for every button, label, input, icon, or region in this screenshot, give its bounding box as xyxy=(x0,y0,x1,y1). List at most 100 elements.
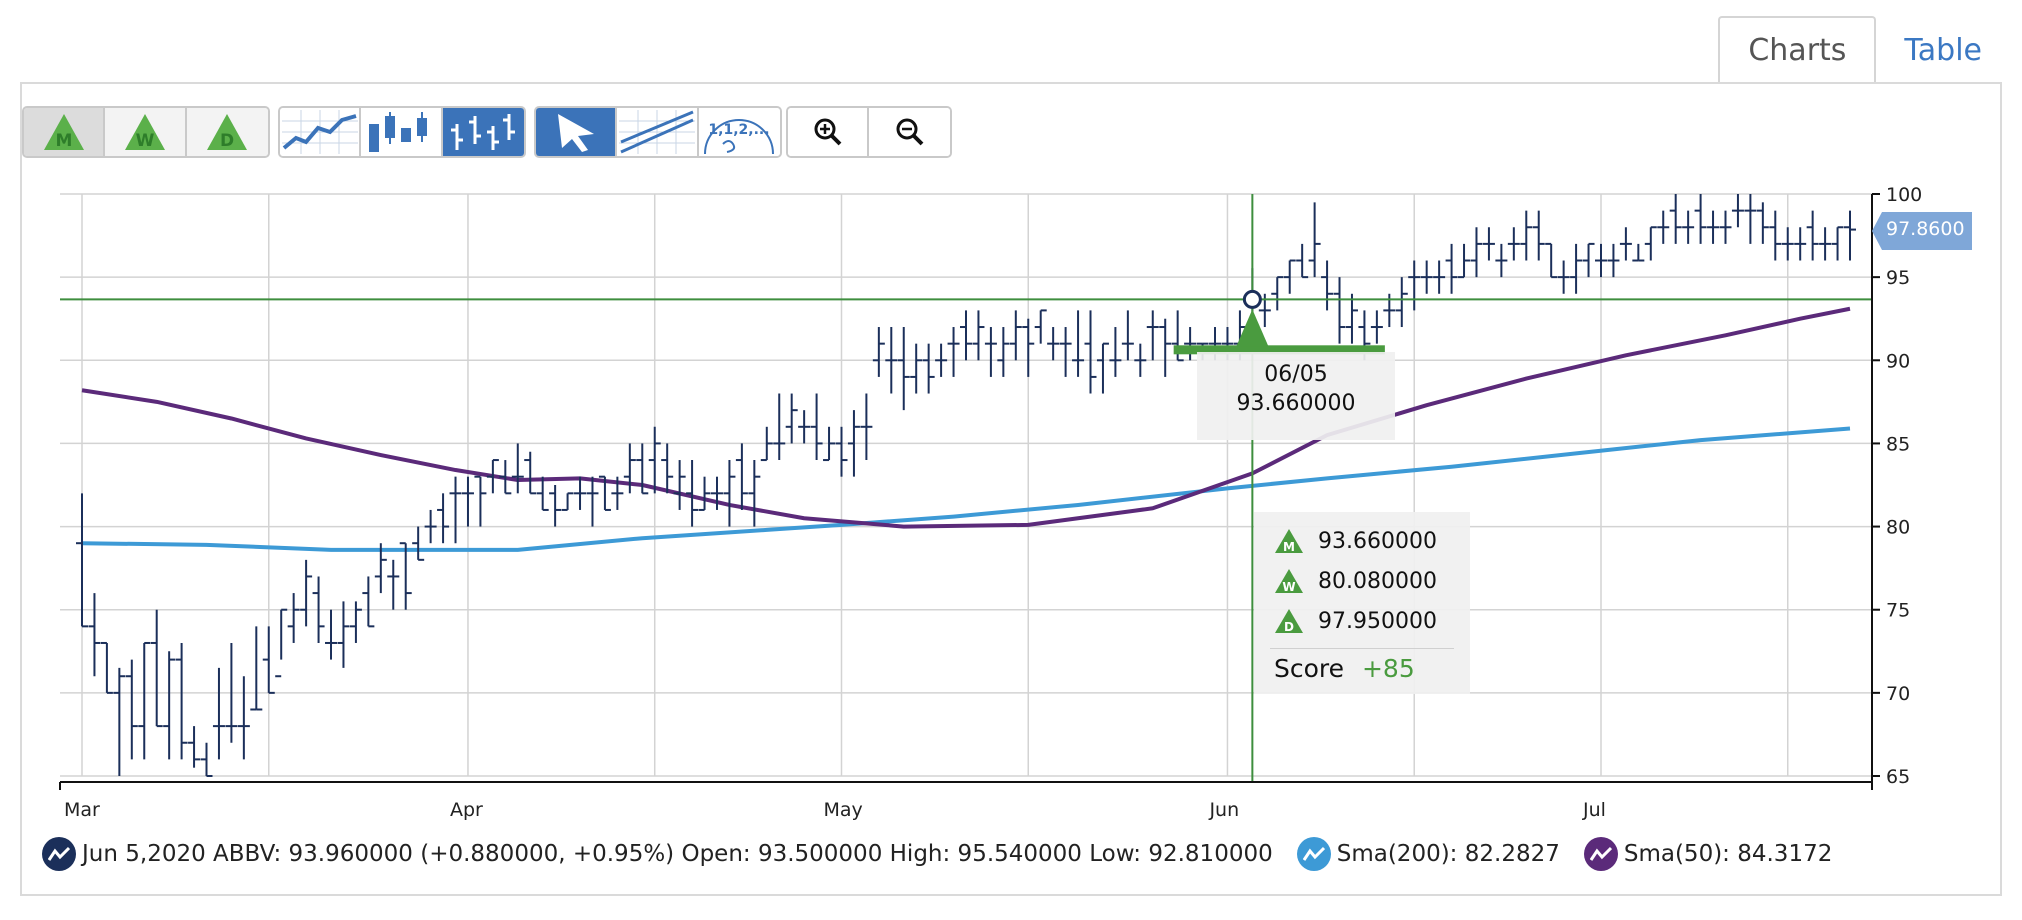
y-tick-label: 65 xyxy=(1886,766,1910,788)
ohlc-bar xyxy=(860,393,873,461)
legend-sma50: Sma(50): 84.3172 xyxy=(1583,837,1833,871)
ohlc-bar xyxy=(1707,210,1720,244)
ohlc-bar xyxy=(1184,327,1197,361)
ohlc-bar xyxy=(1333,277,1346,344)
ohlc-bar xyxy=(374,543,387,594)
line-chart-button[interactable] xyxy=(280,108,362,156)
svg-text:1,1,2,...: 1,1,2,... xyxy=(709,122,770,138)
ohlc-bar xyxy=(1769,210,1782,261)
rating-m-button[interactable]: M xyxy=(24,108,106,156)
ohlc-bar xyxy=(1047,327,1060,361)
ohlc-bar xyxy=(163,651,176,760)
ohlc-bar xyxy=(88,593,101,677)
ohlc-bar xyxy=(997,327,1010,377)
ohlc-bar xyxy=(287,593,300,643)
sma50-icon xyxy=(1583,837,1618,871)
y-tick-label: 100 xyxy=(1886,184,1922,206)
ohlc-bar xyxy=(1009,310,1022,361)
ohlc-bar xyxy=(1283,259,1296,294)
zoom-in-icon xyxy=(814,118,841,146)
legend-sma50-text: Sma(50): 84.3172 xyxy=(1623,841,1833,867)
rating-m-icon: M xyxy=(43,114,84,151)
ohlc-bar xyxy=(499,460,512,495)
ohlc-bar xyxy=(1445,243,1458,294)
pivot-band xyxy=(1173,345,1385,355)
legend-main-text: Jun 5,2020 ABBV: 93.960000 (+0.880000, +… xyxy=(82,841,1273,867)
zoom-out-button[interactable] xyxy=(869,108,950,156)
ohlc-bar xyxy=(823,426,836,462)
ohlc-bar xyxy=(1644,226,1657,261)
ohlc-bar xyxy=(1682,210,1695,244)
ohlc-bar xyxy=(623,443,636,494)
tab-table[interactable]: Table xyxy=(1904,32,1982,68)
ohlc-bar xyxy=(810,393,823,461)
ohlc-bar xyxy=(387,559,400,610)
date-tooltip: 06/05 93.660000 xyxy=(1197,352,1395,440)
ohlc-bar xyxy=(673,460,686,510)
rating-toggle-group: M W D xyxy=(22,106,270,158)
rating-d-icon: D xyxy=(207,114,248,151)
score-divider xyxy=(1270,648,1454,649)
crosshair-point xyxy=(1242,289,1262,309)
ohlc-bar xyxy=(1433,260,1446,294)
pointer-tool-button[interactable] xyxy=(536,108,618,156)
ohlc-bar xyxy=(1495,243,1508,278)
ohlc-bar xyxy=(100,641,113,694)
ohlc-bar xyxy=(511,443,524,494)
fibonacci-tool-button[interactable]: 1,1,2,... xyxy=(698,108,780,156)
ohlc-bar xyxy=(611,476,624,510)
rating-m-value: 93.660000 xyxy=(1318,528,1437,554)
last-price-tag: 97.8600 xyxy=(1872,212,1972,250)
ohlc-bar xyxy=(935,343,948,377)
ohlc-bar xyxy=(349,601,362,643)
rating-w-button[interactable]: W xyxy=(105,108,187,156)
ohlc-bar xyxy=(175,642,188,760)
ohlc-bar xyxy=(1520,210,1533,261)
ohlc-bar xyxy=(1470,227,1483,278)
rating-d-button[interactable]: D xyxy=(186,108,268,156)
ohlc-bar xyxy=(312,576,325,643)
svg-text:D: D xyxy=(1284,620,1294,634)
ohlc-bar-chart-button[interactable] xyxy=(442,108,524,156)
chart-panel: M W D xyxy=(20,82,2002,896)
ohlc-bar xyxy=(399,542,412,610)
ohlc-bar xyxy=(125,659,138,760)
rating-w-value: 80.080000 xyxy=(1318,568,1437,594)
zoom-in-button[interactable] xyxy=(788,108,870,156)
ohlc-bar xyxy=(1694,194,1707,244)
ohlc-bar xyxy=(773,393,786,461)
svg-text:M: M xyxy=(1283,540,1295,554)
ohlc-bar xyxy=(1507,227,1520,261)
sma-line xyxy=(81,426,1851,552)
price-series-icon xyxy=(42,837,76,871)
rating-d-icon: D xyxy=(1275,609,1303,634)
ohlc-bar xyxy=(1146,310,1159,361)
tooltip-date: 06/05 xyxy=(1264,362,1328,387)
ohlc-bar xyxy=(337,601,350,668)
moving-averages xyxy=(81,306,1851,552)
y-tick-label: 80 xyxy=(1886,517,1910,539)
ohlc-bar xyxy=(1420,260,1433,294)
zoom-out-icon xyxy=(896,118,923,146)
trendline-tool-button[interactable] xyxy=(617,108,699,156)
ohlc-bar xyxy=(847,410,860,477)
ohlc-bar xyxy=(237,676,250,760)
ohlc-bar xyxy=(872,327,885,377)
line-chart-icon xyxy=(281,110,358,154)
ohlc-bar xyxy=(885,327,898,394)
tab-charts[interactable]: Charts xyxy=(1718,16,1877,84)
candlestick-chart-button[interactable] xyxy=(361,108,443,156)
ohlc-bar xyxy=(1781,227,1794,261)
ohlc-bar xyxy=(1819,227,1832,261)
y-tick-label: 75 xyxy=(1886,600,1910,622)
ohlc-bar xyxy=(449,476,462,544)
ohlc-bar xyxy=(1034,309,1047,344)
ohlc-bar xyxy=(150,609,163,728)
sma-line xyxy=(81,306,1851,529)
ohlc-bar xyxy=(1096,342,1109,394)
chart-legend: Jun 5,2020 ABBV: 93.960000 (+0.880000, +… xyxy=(42,836,1856,872)
ohlc-bar xyxy=(661,443,674,494)
ohlc-bar xyxy=(574,476,587,510)
legend-sma200: Sma(200): 82.2827 xyxy=(1296,837,1560,871)
